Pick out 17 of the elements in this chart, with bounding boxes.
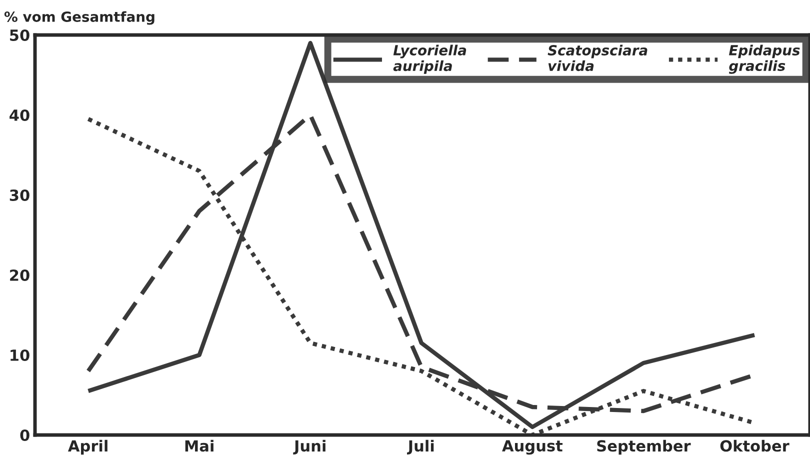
x-tick-label: Oktober xyxy=(720,440,790,452)
y-tick-label: 20 xyxy=(10,269,30,282)
x-tick-label: Juli xyxy=(407,440,434,455)
x-tick-label: September xyxy=(597,440,691,455)
legend-label: Scatopsciara vivida xyxy=(548,44,648,72)
y-axis-title: % vom Gesamtfang xyxy=(4,11,154,25)
x-tick-label: April xyxy=(68,440,108,455)
y-tick-label: 10 xyxy=(10,349,30,362)
legend-label: Epidapus gracilis xyxy=(728,44,800,74)
y-tick-label: 40 xyxy=(10,109,30,122)
y-tick-label: 0 xyxy=(20,429,30,442)
y-tick-label: 30 xyxy=(10,189,30,202)
legend-label: Lycoriella auripila xyxy=(393,44,466,74)
x-tick-label: Mai xyxy=(185,440,214,452)
y-tick-label: 50 xyxy=(10,29,30,42)
x-tick-label: Juni xyxy=(293,440,326,455)
x-tick-label: August xyxy=(502,440,563,455)
